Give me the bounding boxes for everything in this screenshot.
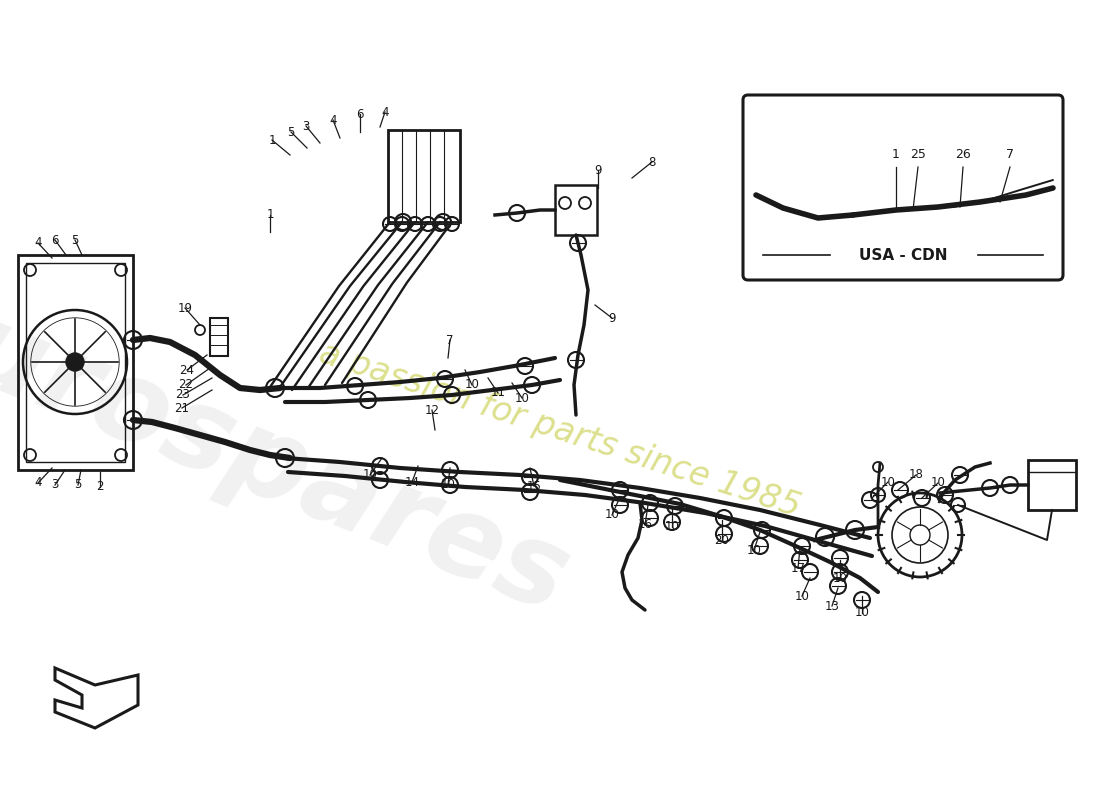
Text: 10: 10	[833, 571, 847, 585]
Text: USA - CDN: USA - CDN	[859, 247, 947, 262]
Text: 3: 3	[302, 119, 310, 133]
Bar	[210, 318, 228, 356]
Text: 10: 10	[441, 478, 455, 491]
Text: 23: 23	[176, 389, 190, 402]
Text: 10: 10	[747, 543, 761, 557]
Text: 7: 7	[1006, 149, 1014, 162]
Text: 1: 1	[892, 149, 900, 162]
Bar	[1028, 460, 1076, 510]
Text: 6: 6	[52, 234, 58, 246]
Text: 24: 24	[179, 363, 195, 377]
Text: 10: 10	[664, 521, 680, 534]
Text: 10: 10	[931, 477, 945, 490]
Text: 10: 10	[515, 391, 529, 405]
Text: 17: 17	[791, 562, 805, 574]
Text: 4: 4	[34, 477, 42, 490]
Text: 1: 1	[268, 134, 276, 146]
Text: 11: 11	[491, 386, 506, 399]
Text: 16: 16	[638, 518, 652, 531]
Text: 13: 13	[825, 599, 839, 613]
Circle shape	[66, 353, 84, 371]
Text: 5: 5	[72, 234, 79, 246]
Text: 10: 10	[464, 378, 480, 391]
Text: 8: 8	[648, 155, 656, 169]
Text: 26: 26	[955, 149, 971, 162]
Text: 5: 5	[75, 478, 81, 491]
Text: 12: 12	[425, 403, 440, 417]
Text: 4: 4	[382, 106, 388, 118]
Bar	[388, 130, 460, 222]
Text: 10: 10	[363, 469, 377, 482]
Text: 10: 10	[794, 590, 810, 602]
Text: 10: 10	[881, 475, 895, 489]
Text: 6: 6	[356, 107, 364, 121]
Text: 7: 7	[447, 334, 453, 346]
Bar	[556, 185, 597, 235]
Text: 25: 25	[910, 149, 926, 162]
Bar	[18, 255, 133, 470]
Text: 10: 10	[855, 606, 869, 619]
Text: 19: 19	[177, 302, 192, 314]
Text: 18: 18	[909, 469, 923, 482]
Text: 1: 1	[266, 209, 274, 222]
Text: 22: 22	[178, 378, 194, 391]
Text: 15: 15	[527, 479, 541, 493]
Text: 4: 4	[329, 114, 337, 126]
Text: 9: 9	[608, 311, 616, 325]
Text: 2: 2	[97, 481, 103, 494]
Text: 3: 3	[52, 478, 58, 491]
Bar	[26, 263, 125, 462]
Text: 20: 20	[715, 534, 729, 546]
Text: 5: 5	[287, 126, 295, 138]
Text: eurospares: eurospares	[0, 264, 584, 636]
Text: 21: 21	[175, 402, 189, 414]
Text: 14: 14	[405, 475, 419, 489]
Text: 4: 4	[34, 237, 42, 250]
FancyBboxPatch shape	[742, 95, 1063, 280]
Text: a passion for parts since 1985: a passion for parts since 1985	[316, 337, 805, 523]
Text: 9: 9	[594, 163, 602, 177]
Text: 10: 10	[605, 509, 619, 522]
Polygon shape	[55, 668, 138, 728]
